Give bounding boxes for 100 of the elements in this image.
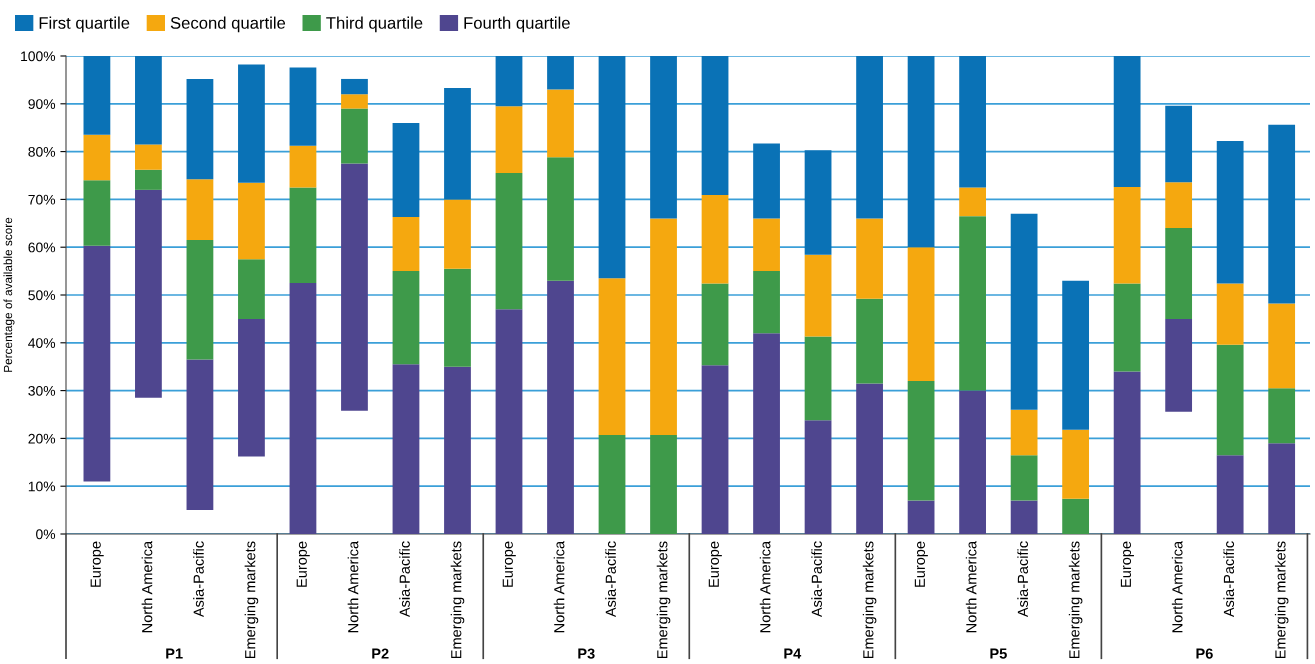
x-tick-label: Europe bbox=[90, 541, 104, 587]
bar bbox=[392, 364, 420, 534]
bar bbox=[444, 366, 471, 534]
bar bbox=[341, 94, 368, 109]
bar bbox=[135, 189, 162, 398]
y-tick-label: 20% bbox=[28, 433, 56, 444]
x-tick-label: Asia-Pacific bbox=[399, 541, 410, 618]
y-tick-label: 60% bbox=[28, 242, 56, 253]
bar bbox=[547, 157, 574, 281]
bar bbox=[1062, 429, 1090, 499]
bar bbox=[701, 283, 729, 366]
bar bbox=[1010, 213, 1038, 410]
bar bbox=[495, 56, 523, 107]
bar bbox=[83, 180, 111, 246]
bar bbox=[186, 359, 214, 511]
x-tick-label: Europe bbox=[502, 541, 516, 587]
bar bbox=[444, 268, 471, 367]
bar bbox=[1216, 283, 1244, 345]
bar bbox=[1165, 105, 1193, 183]
x-tick-label: Europe bbox=[914, 541, 928, 587]
bar bbox=[1062, 280, 1090, 430]
legend-label: Third quartile bbox=[326, 16, 423, 33]
y-tick-label: 50% bbox=[28, 290, 56, 301]
bar bbox=[547, 56, 574, 90]
bar bbox=[186, 179, 214, 241]
bar bbox=[495, 106, 523, 174]
bar bbox=[856, 383, 883, 534]
legend-label: First quartile bbox=[39, 16, 130, 33]
bar bbox=[547, 280, 574, 534]
bar bbox=[1268, 443, 1296, 534]
bar bbox=[598, 278, 626, 436]
bar bbox=[650, 435, 677, 534]
bar bbox=[907, 56, 935, 248]
text: P3 bbox=[578, 648, 595, 659]
bar bbox=[1010, 455, 1038, 501]
bar bbox=[804, 336, 832, 421]
x-tick-label: Emerging markets bbox=[1068, 541, 1083, 659]
x-tick-label: Europe bbox=[296, 541, 310, 587]
bar bbox=[186, 78, 214, 180]
bar bbox=[959, 187, 986, 217]
bar bbox=[186, 240, 214, 360]
x-tick-label: North America bbox=[347, 540, 359, 633]
x-tick-label: Emerging markets bbox=[244, 541, 259, 659]
bar bbox=[495, 309, 523, 534]
x-tick-label: Emerging markets bbox=[450, 541, 465, 659]
bar bbox=[289, 283, 317, 534]
bar bbox=[1165, 182, 1193, 229]
text: P6 bbox=[1196, 648, 1213, 659]
bar bbox=[1268, 303, 1296, 389]
y-tick-label: 0% bbox=[36, 529, 56, 540]
bar bbox=[1113, 186, 1141, 284]
y-tick-label: 90% bbox=[28, 99, 56, 109]
x-tick-label: North America bbox=[965, 540, 977, 633]
y-tick-label: 10% bbox=[28, 481, 56, 492]
x-tick-label: North America bbox=[553, 540, 565, 633]
x-tick-label: Emerging markets bbox=[656, 541, 671, 659]
bar bbox=[1010, 409, 1038, 456]
bar bbox=[753, 143, 780, 219]
bar bbox=[341, 163, 368, 411]
bar bbox=[238, 318, 265, 457]
text: P1 bbox=[166, 648, 183, 659]
text: P5 bbox=[990, 648, 1007, 659]
bar bbox=[238, 64, 265, 183]
bar bbox=[804, 150, 832, 255]
bar bbox=[444, 199, 471, 269]
bar bbox=[959, 216, 986, 391]
bar bbox=[392, 217, 420, 272]
bar bbox=[135, 169, 162, 190]
bar bbox=[1216, 141, 1244, 284]
bar bbox=[1113, 56, 1141, 187]
x-tick-label: Emerging markets bbox=[862, 541, 877, 659]
bar bbox=[289, 187, 317, 284]
x-tick-label: Asia-Pacific bbox=[811, 541, 822, 618]
bar bbox=[341, 78, 368, 95]
bar bbox=[1268, 124, 1296, 304]
bar bbox=[856, 56, 883, 219]
bar bbox=[753, 333, 780, 534]
bar bbox=[238, 259, 265, 319]
x-tick-label: Emerging markets bbox=[1274, 541, 1289, 659]
bar bbox=[1113, 371, 1141, 534]
text: P4 bbox=[784, 648, 802, 659]
x-tick-label: Asia-Pacific bbox=[605, 541, 616, 618]
bar bbox=[753, 218, 780, 272]
bar bbox=[289, 145, 317, 188]
bar bbox=[650, 56, 677, 219]
x-tick-label: North America bbox=[759, 540, 771, 633]
legend-label: Second quartile bbox=[170, 16, 286, 33]
bar bbox=[650, 218, 677, 436]
bar bbox=[341, 108, 368, 164]
bar bbox=[856, 298, 883, 384]
legend-label: Fourth quartile bbox=[464, 16, 570, 33]
x-tick-label: Asia-Pacific bbox=[1017, 541, 1029, 618]
bar bbox=[1165, 318, 1193, 412]
bar bbox=[907, 247, 935, 382]
y-tick-label: 70% bbox=[28, 194, 56, 205]
bar bbox=[701, 365, 729, 534]
text: P2 bbox=[372, 648, 389, 659]
bar bbox=[907, 381, 935, 501]
bar bbox=[1216, 455, 1244, 534]
bar bbox=[753, 271, 780, 334]
